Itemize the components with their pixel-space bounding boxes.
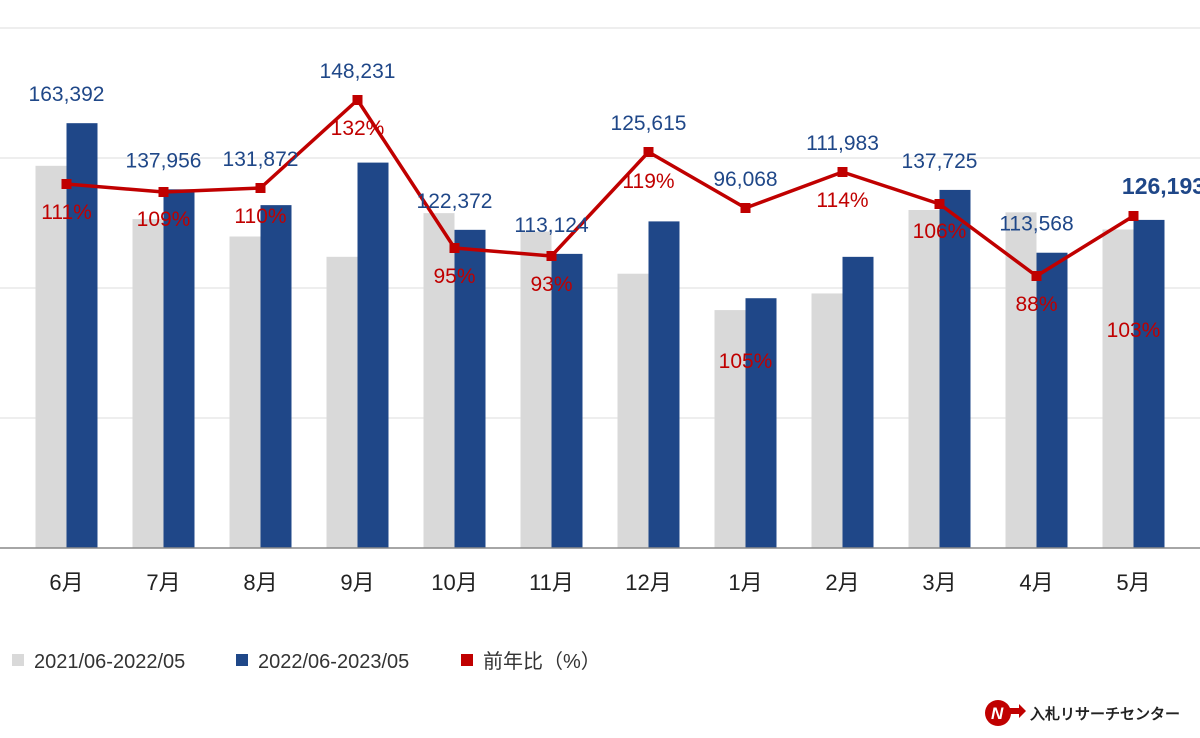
value-label: 125,615 (611, 112, 687, 135)
x-tick-label: 2月 (825, 570, 859, 595)
legend: 2021/06-2022/05 2022/06-2023/05 前年比（%） (12, 650, 601, 673)
gridlines (0, 27, 1200, 419)
bar-prev-year (35, 165, 67, 549)
ratio-marker (643, 147, 654, 157)
bar-current-year (939, 189, 971, 549)
percent-label: 110% (234, 205, 286, 228)
x-tick-label: 3月 (922, 570, 956, 595)
percent-label: 103% (1107, 319, 1161, 342)
value-label: 113,568 (999, 213, 1073, 236)
bar-prev-year (908, 210, 940, 548)
ratio-marker (546, 251, 557, 261)
legend-swatch (236, 654, 248, 666)
bar-prev-year (229, 236, 261, 548)
x-tick-label: 1月 (728, 570, 762, 595)
x-tick-label: 5月 (1116, 570, 1150, 595)
x-tick-label: 6月 (49, 570, 83, 595)
bar-prev-year (617, 273, 649, 548)
ratio-marker (934, 199, 945, 209)
bar-current-year (745, 298, 777, 548)
bar-current-year (842, 256, 874, 548)
bar-current-year (1036, 252, 1068, 548)
logo-text: 入札リサーチセンター (1030, 705, 1180, 723)
value-label: 148,231 (320, 60, 396, 83)
bar-prev-year (423, 213, 455, 548)
ratio-marker (158, 187, 169, 197)
value-label: 137,725 (902, 150, 978, 173)
bar-current-year (648, 221, 680, 548)
x-tick-label: 8月 (243, 570, 277, 595)
legend-label: 2022/06-2023/05 (258, 651, 409, 673)
x-tick-label: 12月 (625, 570, 671, 595)
x-tick-label: 4月 (1019, 570, 1053, 595)
bar-prev-year (811, 293, 843, 548)
logo-mark-icon: N (985, 700, 1026, 726)
bar-current-year (163, 189, 195, 549)
value-label: 137,956 (126, 149, 202, 172)
x-tick-label: 7月 (146, 570, 180, 595)
ratio-marker (449, 243, 460, 253)
ratio-marker (352, 95, 363, 105)
bar-prev-year (1005, 212, 1037, 548)
percent-label: 88% (1015, 293, 1057, 316)
ratio-marker (255, 183, 266, 193)
value-label: 163,392 (29, 83, 105, 106)
percent-label: 114% (816, 189, 868, 212)
ratio-marker (1031, 271, 1042, 281)
percent-label: 95% (433, 265, 475, 288)
ratio-marker (740, 203, 751, 213)
percent-label: 119% (622, 170, 674, 193)
legend-label: 2021/06-2022/05 (34, 651, 185, 673)
x-tick-labels: 6月 7月 8月 9月 10月 11月 12月 1月 2月 3月 4月 5月 (49, 570, 1150, 595)
percent-label: 132% (331, 117, 385, 140)
ratio-marker (1128, 211, 1139, 221)
bar-prev-year (326, 256, 358, 548)
bar-current-year (66, 123, 98, 549)
value-label: 113,124 (514, 214, 589, 237)
svg-text:N: N (991, 704, 1004, 723)
logo: N 入札リサーチセンター (985, 700, 1180, 726)
ratio-marker (837, 167, 848, 177)
ratio-line (61, 95, 1139, 281)
data-labels: 163,392 111% 137,956 109% 131,872 110% 148,231… (29, 60, 1200, 373)
percent-label: 93% (530, 273, 572, 296)
value-label: 126,193 (1122, 173, 1200, 199)
ratio-marker (61, 179, 72, 189)
bar-prev-year (1102, 229, 1134, 548)
value-label: 96,068 (713, 168, 777, 191)
bar-current-year (357, 162, 389, 548)
value-label: 131,872 (223, 148, 299, 171)
legend-swatch (12, 654, 24, 666)
percent-label: 111% (41, 201, 92, 224)
bar-current-year (1133, 219, 1165, 548)
x-tick-label: 10月 (431, 570, 477, 595)
bar-prev-year (714, 310, 746, 548)
bars (35, 123, 1165, 549)
bar-current-year (551, 253, 583, 548)
percent-label: 109% (137, 208, 191, 231)
value-label: 122,372 (417, 190, 493, 213)
percent-label: 105% (719, 350, 773, 373)
legend-label: 前年比（%） (483, 650, 601, 673)
x-tick-label: 11月 (529, 570, 574, 595)
x-tick-label: 9月 (340, 570, 374, 595)
bar-current-year (454, 229, 486, 548)
percent-label: 106% (913, 220, 967, 243)
ratio-polyline (66, 98, 1135, 278)
bar-current-year (260, 205, 292, 548)
legend-ratio-icon (461, 654, 473, 666)
value-label: 111,983 (806, 132, 879, 155)
bar-prev-year (132, 219, 164, 548)
bar-prev-year (520, 231, 552, 548)
